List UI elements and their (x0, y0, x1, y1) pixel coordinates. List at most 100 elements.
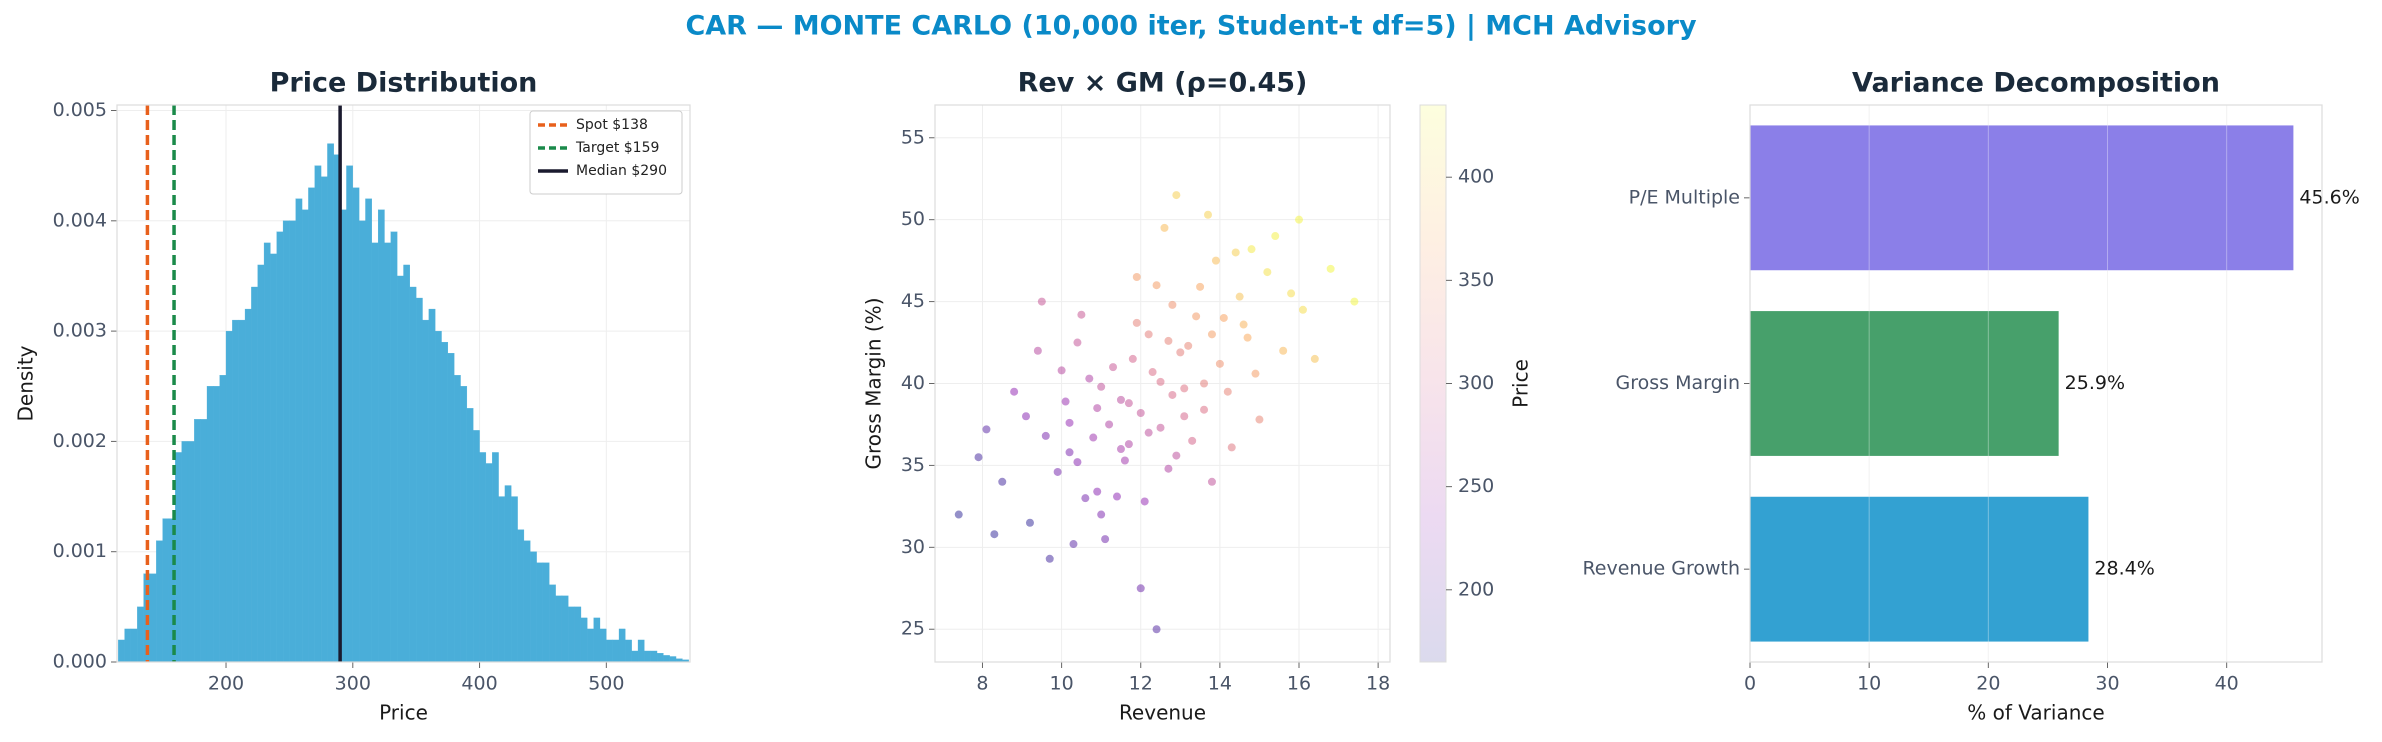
histogram-bar (384, 242, 391, 663)
colorbar (1419, 104, 1447, 663)
x-tick-label: 400 (461, 673, 497, 695)
scatter-point (1243, 333, 1252, 342)
chart-title: Variance Decomposition (1852, 68, 2220, 99)
x-tick-label: 500 (588, 673, 624, 695)
y-tick-label: Revenue Growth (1582, 558, 1740, 580)
histogram-bar (187, 441, 195, 663)
x-tick-label: 14 (1208, 673, 1232, 695)
histogram-bar (580, 617, 588, 663)
histogram-bar (644, 650, 651, 663)
scatter-point (1164, 464, 1173, 473)
histogram-bar (523, 540, 531, 663)
histogram-bar (124, 628, 132, 663)
histogram-bar (631, 650, 639, 663)
histogram-bar (574, 606, 582, 663)
bar (1750, 125, 2294, 271)
scatter-point (1176, 348, 1185, 357)
histogram-bar (365, 198, 372, 663)
y-tick-label: 0.002 (53, 430, 107, 452)
histogram-bar (403, 264, 410, 663)
histogram-bar (422, 319, 430, 663)
histogram-bar (397, 275, 404, 663)
histogram-bar (194, 419, 201, 663)
histogram-bar (276, 231, 284, 663)
colorbar-tick-label: 300 (1458, 372, 1494, 394)
histogram-bar (435, 330, 442, 663)
histogram-bar (156, 540, 163, 663)
scatter-point (1124, 440, 1133, 449)
x-tick-label: 0 (1744, 673, 1756, 695)
x-tick-label: 8 (976, 673, 988, 695)
y-tick-label: 50 (901, 208, 925, 230)
histogram-bar (492, 452, 499, 663)
histogram-bar (479, 452, 487, 663)
scatter-point (1227, 443, 1236, 452)
histogram-bar (504, 485, 512, 663)
scatter-point (1085, 374, 1094, 383)
histogram-bar (428, 308, 436, 663)
scatter-point (1116, 395, 1125, 404)
scatter-point (1101, 535, 1110, 544)
legend-box (529, 110, 683, 195)
scatter-point (1196, 282, 1205, 291)
chart-title: Rev × GM (ρ=0.45) (1018, 68, 1308, 99)
y-tick-label: 0.004 (53, 209, 107, 231)
colorbar-label: Price (1509, 359, 1533, 408)
scatter-point (1144, 428, 1153, 437)
histogram-bar (263, 242, 271, 663)
y-tick-label: 45 (901, 290, 925, 312)
histogram-bar (561, 595, 569, 663)
histogram-bar (517, 529, 525, 663)
colorbar-tick-label: 250 (1458, 475, 1494, 497)
histogram-bar (656, 653, 664, 663)
x-axis-label: Price (379, 701, 428, 725)
scatter-point (1239, 320, 1248, 329)
x-tick-label: 12 (1129, 673, 1153, 695)
histogram-bar (536, 562, 544, 663)
bar (1750, 311, 2059, 456)
x-tick-label: 10 (1857, 673, 1881, 695)
scatter-point (974, 453, 983, 462)
histogram-bar (118, 639, 125, 663)
scatter-point (1231, 248, 1240, 257)
histogram-bar (358, 220, 366, 663)
histogram-bar (593, 617, 601, 663)
histogram-bar (137, 606, 144, 663)
scatter-point (1093, 404, 1102, 413)
histogram-bar (320, 176, 328, 663)
histogram-bar (175, 452, 182, 663)
histogram-bar (346, 165, 353, 663)
scatter-point (1077, 310, 1086, 319)
x-tick-label: 10 (1050, 673, 1074, 695)
histogram-bar (416, 297, 423, 663)
histogram-bar (162, 518, 170, 663)
scatter-point (1132, 318, 1141, 327)
scatter-point (998, 477, 1007, 486)
scatter-point (1144, 330, 1153, 339)
histogram-bar (473, 430, 480, 663)
legend-label: Median $290 (576, 163, 667, 179)
histogram-bar (511, 496, 518, 663)
scatter-point (1247, 245, 1256, 254)
scatter-point (1097, 510, 1106, 519)
histogram-bar (219, 375, 227, 663)
scatter-point (1156, 423, 1165, 432)
histogram-bar (213, 386, 220, 663)
histogram-bar (637, 639, 645, 663)
histogram-bar (251, 286, 258, 663)
legend-label: Spot $138 (576, 117, 648, 133)
y-tick-label: 35 (901, 454, 925, 476)
histogram-bar (377, 209, 385, 663)
scatter-point (1128, 354, 1137, 363)
y-tick-label: 25 (901, 618, 925, 640)
scatter-point (1200, 405, 1209, 414)
x-tick-label: 16 (1287, 673, 1311, 695)
scatter-point (1180, 412, 1189, 421)
histogram-bar (612, 639, 620, 663)
histogram-bar (225, 330, 233, 663)
histogram-bar (352, 187, 360, 663)
histogram-bar (530, 551, 537, 663)
scatter-point (1073, 458, 1082, 467)
scatter-point (1116, 445, 1125, 454)
